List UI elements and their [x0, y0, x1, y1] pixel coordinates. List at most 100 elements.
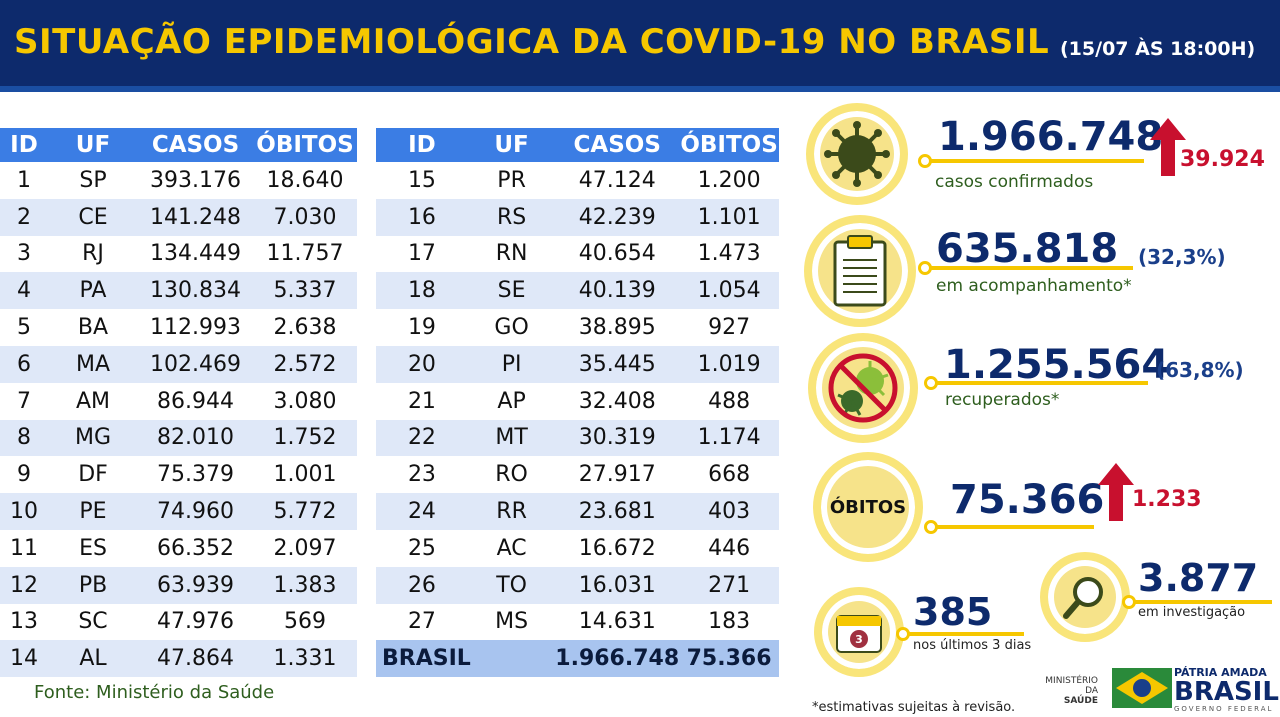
cell-uf: PA: [48, 272, 138, 310]
table-row: 5 BA 112.993 2.638: [0, 309, 357, 346]
brasil-logo-line2: BRASIL: [1174, 677, 1279, 707]
cell-uf: MS: [495, 609, 529, 635]
no-virus-icon: [828, 353, 898, 423]
increase-arrow-icon: [1150, 118, 1186, 176]
cell-casos: 141.248: [138, 198, 253, 236]
calendar-circle: 3: [814, 587, 904, 677]
clipboard-circle: [804, 215, 916, 327]
cell-obitos: 668: [708, 462, 751, 488]
page-title: SITUAÇÃO EPIDEMIOLÓGICA DA COVID-19 NO B…: [14, 22, 1050, 62]
table-row: 19 GO 38.895 927: [376, 309, 779, 346]
cell-id: 6: [0, 345, 48, 383]
deaths-circle: ÓBITOS: [813, 452, 923, 562]
ministry-logo-line2: SAÚDE: [1063, 696, 1098, 706]
states-table-right: ID UF CASOS ÓBITOS 15 PR 47.124 1.200 16 RS 42…: [376, 128, 779, 678]
table-row: 22 MT 30.319 1.174: [376, 419, 779, 457]
table-row: 6 MA 102.469 2.572: [0, 345, 357, 383]
column-header-id: ID: [376, 128, 468, 162]
cell-casos: 30.319: [555, 419, 680, 457]
cell-uf: CE: [48, 198, 138, 236]
cell-obitos: 1.019: [679, 345, 779, 383]
table-row: 4 PA 130.834 5.337: [0, 272, 357, 310]
confirmed-increase-value: 39.924: [1180, 147, 1265, 172]
cell-casos: 74.960: [138, 493, 253, 530]
cell-obitos: 271: [679, 566, 779, 604]
underline: [1134, 600, 1272, 604]
total-row: BRASIL 1.966.748 75.366: [376, 640, 779, 678]
cell-uf: BA: [77, 315, 109, 341]
calendar-number: 3: [855, 633, 863, 646]
underline: [936, 381, 1148, 385]
cell-uf: PR: [497, 167, 526, 193]
increase-arrow-icon: [1098, 463, 1134, 521]
cell-casos: 27.917: [578, 462, 656, 488]
cell-uf: RR: [467, 493, 556, 530]
investigation-circle: [1040, 552, 1130, 642]
cell-obitos: 2.097: [273, 535, 337, 561]
cell-id: 18: [376, 272, 468, 310]
table-row: 9 DF 75.379 1.001: [0, 456, 357, 493]
source-note: Fonte: Ministério da Saúde: [34, 682, 275, 703]
states-table-left: ID UF CASOS ÓBITOS 1 SP 393.176 18.640 2 CE 14…: [0, 128, 357, 678]
deaths-circle-label: ÓBITOS: [829, 496, 907, 518]
cell-uf: GO: [494, 315, 529, 341]
cell-uf: RJ: [82, 241, 104, 267]
cell-casos: 42.239: [555, 198, 680, 236]
cell-id: 4: [0, 272, 48, 310]
cell-id: 27: [407, 609, 436, 635]
underline: [930, 159, 1144, 163]
recovered-circle: [808, 333, 918, 443]
table-row: 11 ES 66.352 2.097: [0, 530, 357, 567]
table-row: 16 RS 42.239 1.101: [376, 198, 779, 236]
cell-id: 7: [17, 388, 31, 414]
cell-obitos: 5.772: [253, 493, 357, 530]
table-row: 14 AL 47.864 1.331: [0, 640, 357, 678]
table-row: 7 AM 86.944 3.080: [0, 383, 357, 420]
investigation-value: 3.877: [1138, 556, 1259, 600]
cell-uf: AM: [75, 388, 111, 414]
underline: [936, 525, 1094, 529]
brasil-logo: PÁTRIA AMADA BRASIL GOVERNO FEDERAL: [1174, 666, 1279, 713]
total-label: BRASIL: [376, 640, 556, 678]
cell-uf: AP: [497, 388, 526, 414]
table-row: 15 PR 47.124 1.200: [376, 162, 779, 199]
cell-obitos: 1.200: [697, 167, 761, 193]
table-row: 23 RO 27.917 668: [376, 456, 779, 493]
brasil-flag-logo-icon: [1112, 668, 1172, 708]
last3days-label: nos últimos 3 dias: [913, 638, 1032, 653]
cell-casos: 16.031: [555, 566, 680, 604]
cell-obitos: 1.752: [253, 419, 357, 457]
cell-uf: SC: [78, 609, 108, 635]
cell-id: 25: [407, 535, 436, 561]
cell-obitos: 18.640: [266, 167, 344, 193]
report-date: (15/07 ÀS 18:00H): [1060, 38, 1256, 60]
table-row: 2 CE 141.248 7.030: [0, 198, 357, 236]
cell-id: 8: [0, 419, 48, 457]
column-header-casos: CASOS: [138, 128, 253, 162]
total-obitos: 75.366: [679, 640, 779, 678]
underline: [908, 632, 1024, 636]
total-casos: 1.966.748: [555, 640, 680, 678]
last3days-value: 385: [913, 590, 993, 634]
table-row: 1 SP 393.176 18.640: [0, 162, 357, 199]
table-row: 20 PI 35.445 1.019: [376, 345, 779, 383]
cell-casos: 130.834: [138, 272, 253, 310]
cell-obitos: 1.174: [679, 419, 779, 457]
cell-casos: 75.379: [157, 462, 234, 488]
column-header-uf: UF: [467, 128, 556, 162]
calendar-icon: 3: [836, 615, 882, 653]
cell-obitos: 403: [679, 493, 779, 530]
ministry-logo-line1: MINISTÉRIO DA: [1045, 676, 1098, 696]
cell-obitos: 3.080: [273, 388, 337, 414]
cell-uf: SE: [467, 272, 556, 310]
cell-casos: 86.944: [157, 388, 234, 414]
table-row: 8 MG 82.010 1.752: [0, 419, 357, 457]
cell-id: 16: [376, 198, 468, 236]
column-header-casos: CASOS: [555, 128, 680, 162]
cell-id: 17: [407, 241, 436, 267]
cell-obitos: 1.331: [253, 640, 357, 678]
recovered-value: 1.255.564: [944, 342, 1170, 388]
table-header-row: ID UF CASOS ÓBITOS: [0, 128, 357, 162]
cell-casos: 32.408: [578, 388, 656, 414]
table-row: 27 MS 14.631 183: [376, 604, 779, 641]
